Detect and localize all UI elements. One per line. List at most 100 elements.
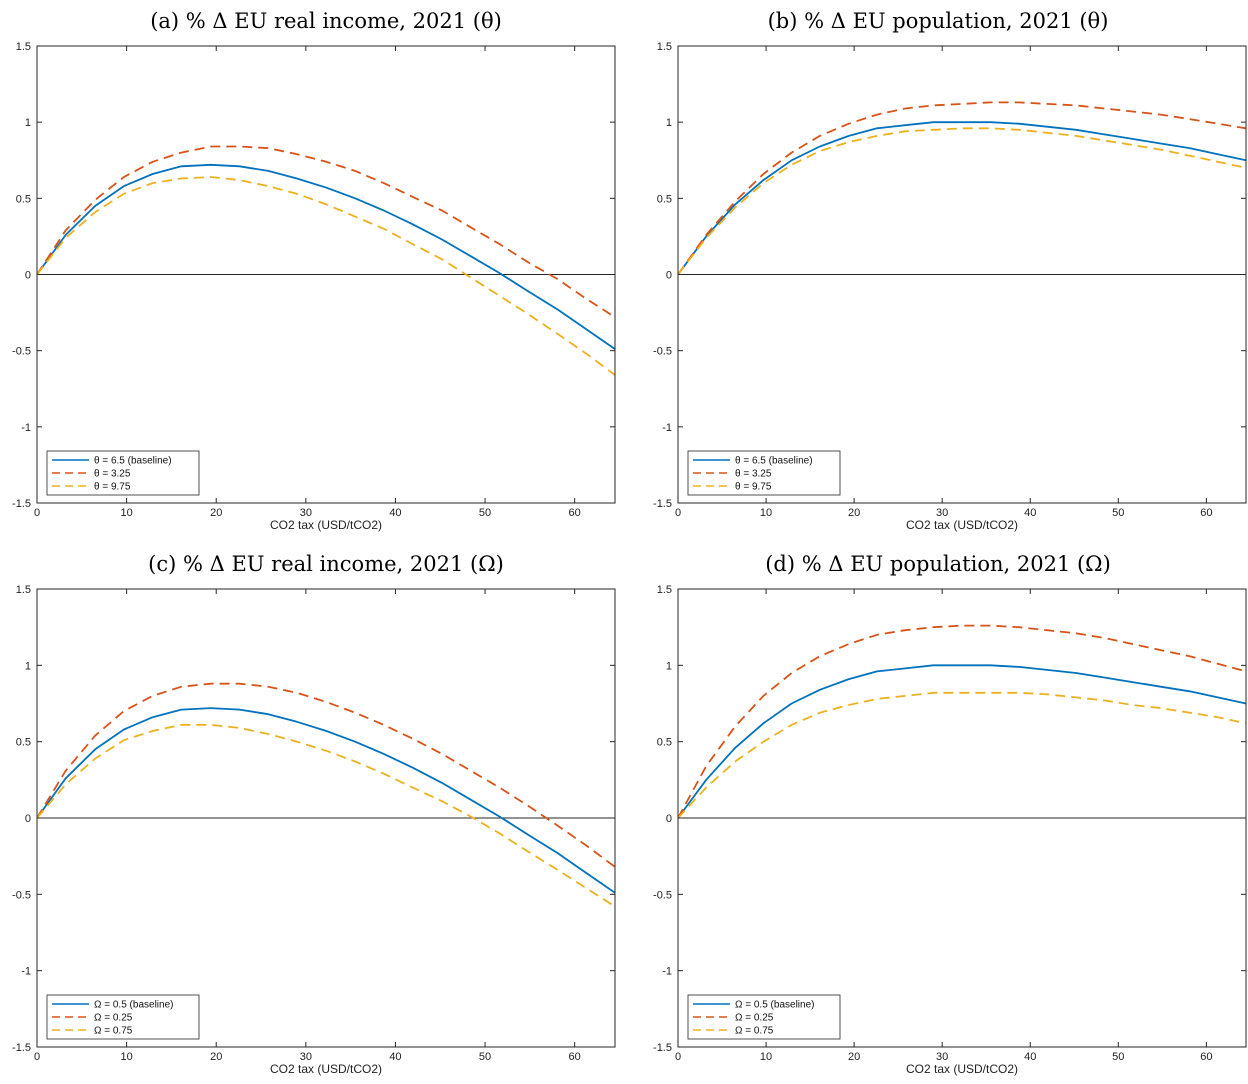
- y-tick-label: 0.5: [657, 737, 672, 749]
- legend-label-1: Ω = 0.25: [94, 1013, 133, 1024]
- x-tick-label: 0: [34, 1051, 40, 1063]
- y-tick-label: -1: [21, 422, 31, 434]
- y-tick-label: 0.5: [657, 193, 672, 205]
- x-tick-label: 40: [389, 1051, 401, 1063]
- legend-label-2: Ω = 0.75: [735, 1026, 774, 1037]
- y-tick-label: 0.5: [16, 193, 31, 205]
- legend-label-1: θ = 3.25: [735, 469, 772, 480]
- legend-label-0: θ = 6.5 (baseline): [735, 456, 813, 467]
- x-axis-label: CO2 tax (USD/tCO2): [906, 518, 1018, 532]
- legend-label-1: Ω = 0.25: [735, 1013, 774, 1024]
- y-tick-label: 1: [666, 660, 672, 672]
- series-group: [678, 101, 1246, 276]
- series-line-0: [37, 707, 615, 894]
- x-tick-label: 0: [34, 507, 40, 519]
- x-tick-label: 20: [210, 507, 222, 519]
- series-line-1: [37, 145, 615, 318]
- panel-title: (c) % Δ EU real income, 2021 (Ω): [148, 552, 504, 576]
- x-tick-label: 10: [120, 1051, 132, 1063]
- x-tick-label: 50: [1112, 1051, 1124, 1063]
- x-tick-label: 30: [300, 507, 312, 519]
- x-tick-label: 30: [936, 507, 948, 519]
- x-tick-label: 60: [1200, 1051, 1212, 1063]
- y-tick-label: 0: [25, 813, 31, 825]
- legend-label-0: Ω = 0.5 (baseline): [735, 1000, 814, 1011]
- y-tick-label: 1.5: [16, 41, 31, 53]
- panel-b: (b) % Δ EU population, 2021 (θ)0 10 20 30 40…: [653, 9, 1247, 532]
- series-group: [37, 682, 615, 908]
- y-tick-label: -1: [21, 966, 31, 978]
- y-tick-label: -1: [662, 422, 672, 434]
- x-tick-label: 10: [760, 507, 772, 519]
- panel-title: (a) % Δ EU real income, 2021 (θ): [150, 9, 502, 33]
- series-line-2: [678, 691, 1246, 819]
- legend: Ω = 0.5 (baseline) Ω = 0.25 Ω = 0.75: [46, 994, 200, 1040]
- x-tick-label: 60: [569, 507, 581, 519]
- series-group: [678, 624, 1246, 819]
- y-tick-label: 1: [25, 660, 31, 672]
- x-tick-label: 20: [848, 1051, 860, 1063]
- y-tick-label: 1.5: [16, 584, 31, 596]
- y-tick-label: -1.5: [653, 1042, 672, 1054]
- x-tick-label: 30: [936, 1051, 948, 1063]
- series-line-1: [678, 101, 1246, 276]
- legend-label-2: θ = 9.75: [94, 482, 131, 493]
- panel-c: (c) % Δ EU real income, 2021 (Ω)0 10 20 30 4…: [12, 552, 616, 1076]
- panel-title: (b) % Δ EU population, 2021 (θ): [768, 9, 1109, 33]
- y-tick-label: -1.5: [12, 1042, 31, 1054]
- y-tick-label: 1: [25, 117, 31, 129]
- legend-label-0: Ω = 0.5 (baseline): [94, 1000, 173, 1011]
- x-tick-label: 50: [479, 1051, 491, 1063]
- y-tick-label: -1.5: [12, 498, 31, 510]
- series-group: [37, 145, 615, 376]
- x-axis-label: CO2 tax (USD/tCO2): [906, 1062, 1018, 1076]
- legend-label-2: θ = 9.75: [735, 482, 772, 493]
- y-tick-label: 1: [666, 117, 672, 129]
- series-line-1: [678, 624, 1246, 819]
- legend: θ = 6.5 (baseline) θ = 3.25 θ = 9.75: [687, 450, 841, 496]
- y-tick-label: 0: [25, 270, 31, 282]
- series-line-2: [678, 127, 1246, 276]
- x-axis-label: CO2 tax (USD/tCO2): [270, 1062, 382, 1076]
- x-tick-label: 20: [848, 507, 860, 519]
- series-line-0: [678, 664, 1246, 819]
- x-tick-label: 40: [1024, 507, 1036, 519]
- legend-label-0: θ = 6.5 (baseline): [94, 456, 172, 467]
- x-tick-label: 20: [210, 1051, 222, 1063]
- series-line-1: [37, 682, 615, 868]
- y-tick-label: -0.5: [12, 346, 31, 358]
- x-tick-label: 40: [389, 507, 401, 519]
- series-line-0: [37, 163, 615, 350]
- x-tick-label: 60: [1200, 507, 1212, 519]
- panel-d: (d) % Δ EU population, 2021 (Ω)0 10 20 30 40…: [653, 552, 1247, 1076]
- x-tick-label: 10: [120, 507, 132, 519]
- y-tick-label: -1: [662, 966, 672, 978]
- panel-a: (a) % Δ EU real income, 2021 (θ)0 10 20 30 4…: [12, 9, 616, 532]
- legend: Ω = 0.5 (baseline) Ω = 0.25 Ω = 0.75: [687, 994, 841, 1040]
- y-tick-label: 0: [666, 813, 672, 825]
- x-tick-label: 50: [479, 507, 491, 519]
- x-tick-label: 0: [675, 1051, 681, 1063]
- series-line-0: [678, 121, 1246, 276]
- x-tick-label: 60: [569, 1051, 581, 1063]
- x-axis-label: CO2 tax (USD/tCO2): [270, 518, 382, 532]
- x-tick-label: 50: [1112, 507, 1124, 519]
- y-tick-label: -0.5: [653, 346, 672, 358]
- y-tick-label: -1.5: [653, 498, 672, 510]
- x-tick-label: 10: [760, 1051, 772, 1063]
- panel-title: (d) % Δ EU population, 2021 (Ω): [765, 552, 1111, 576]
- legend-label-2: Ω = 0.75: [94, 1026, 133, 1037]
- x-tick-label: 0: [675, 507, 681, 519]
- series-line-2: [37, 176, 615, 376]
- x-tick-label: 40: [1024, 1051, 1036, 1063]
- y-tick-label: -0.5: [653, 889, 672, 901]
- legend: θ = 6.5 (baseline) θ = 3.25 θ = 9.75: [46, 450, 200, 496]
- y-tick-label: 0.5: [16, 737, 31, 749]
- y-tick-label: -0.5: [12, 889, 31, 901]
- legend-label-1: θ = 3.25: [94, 469, 131, 480]
- x-tick-label: 30: [300, 1051, 312, 1063]
- y-tick-label: 0: [666, 270, 672, 282]
- y-tick-label: 1.5: [657, 41, 672, 53]
- series-line-2: [37, 724, 615, 908]
